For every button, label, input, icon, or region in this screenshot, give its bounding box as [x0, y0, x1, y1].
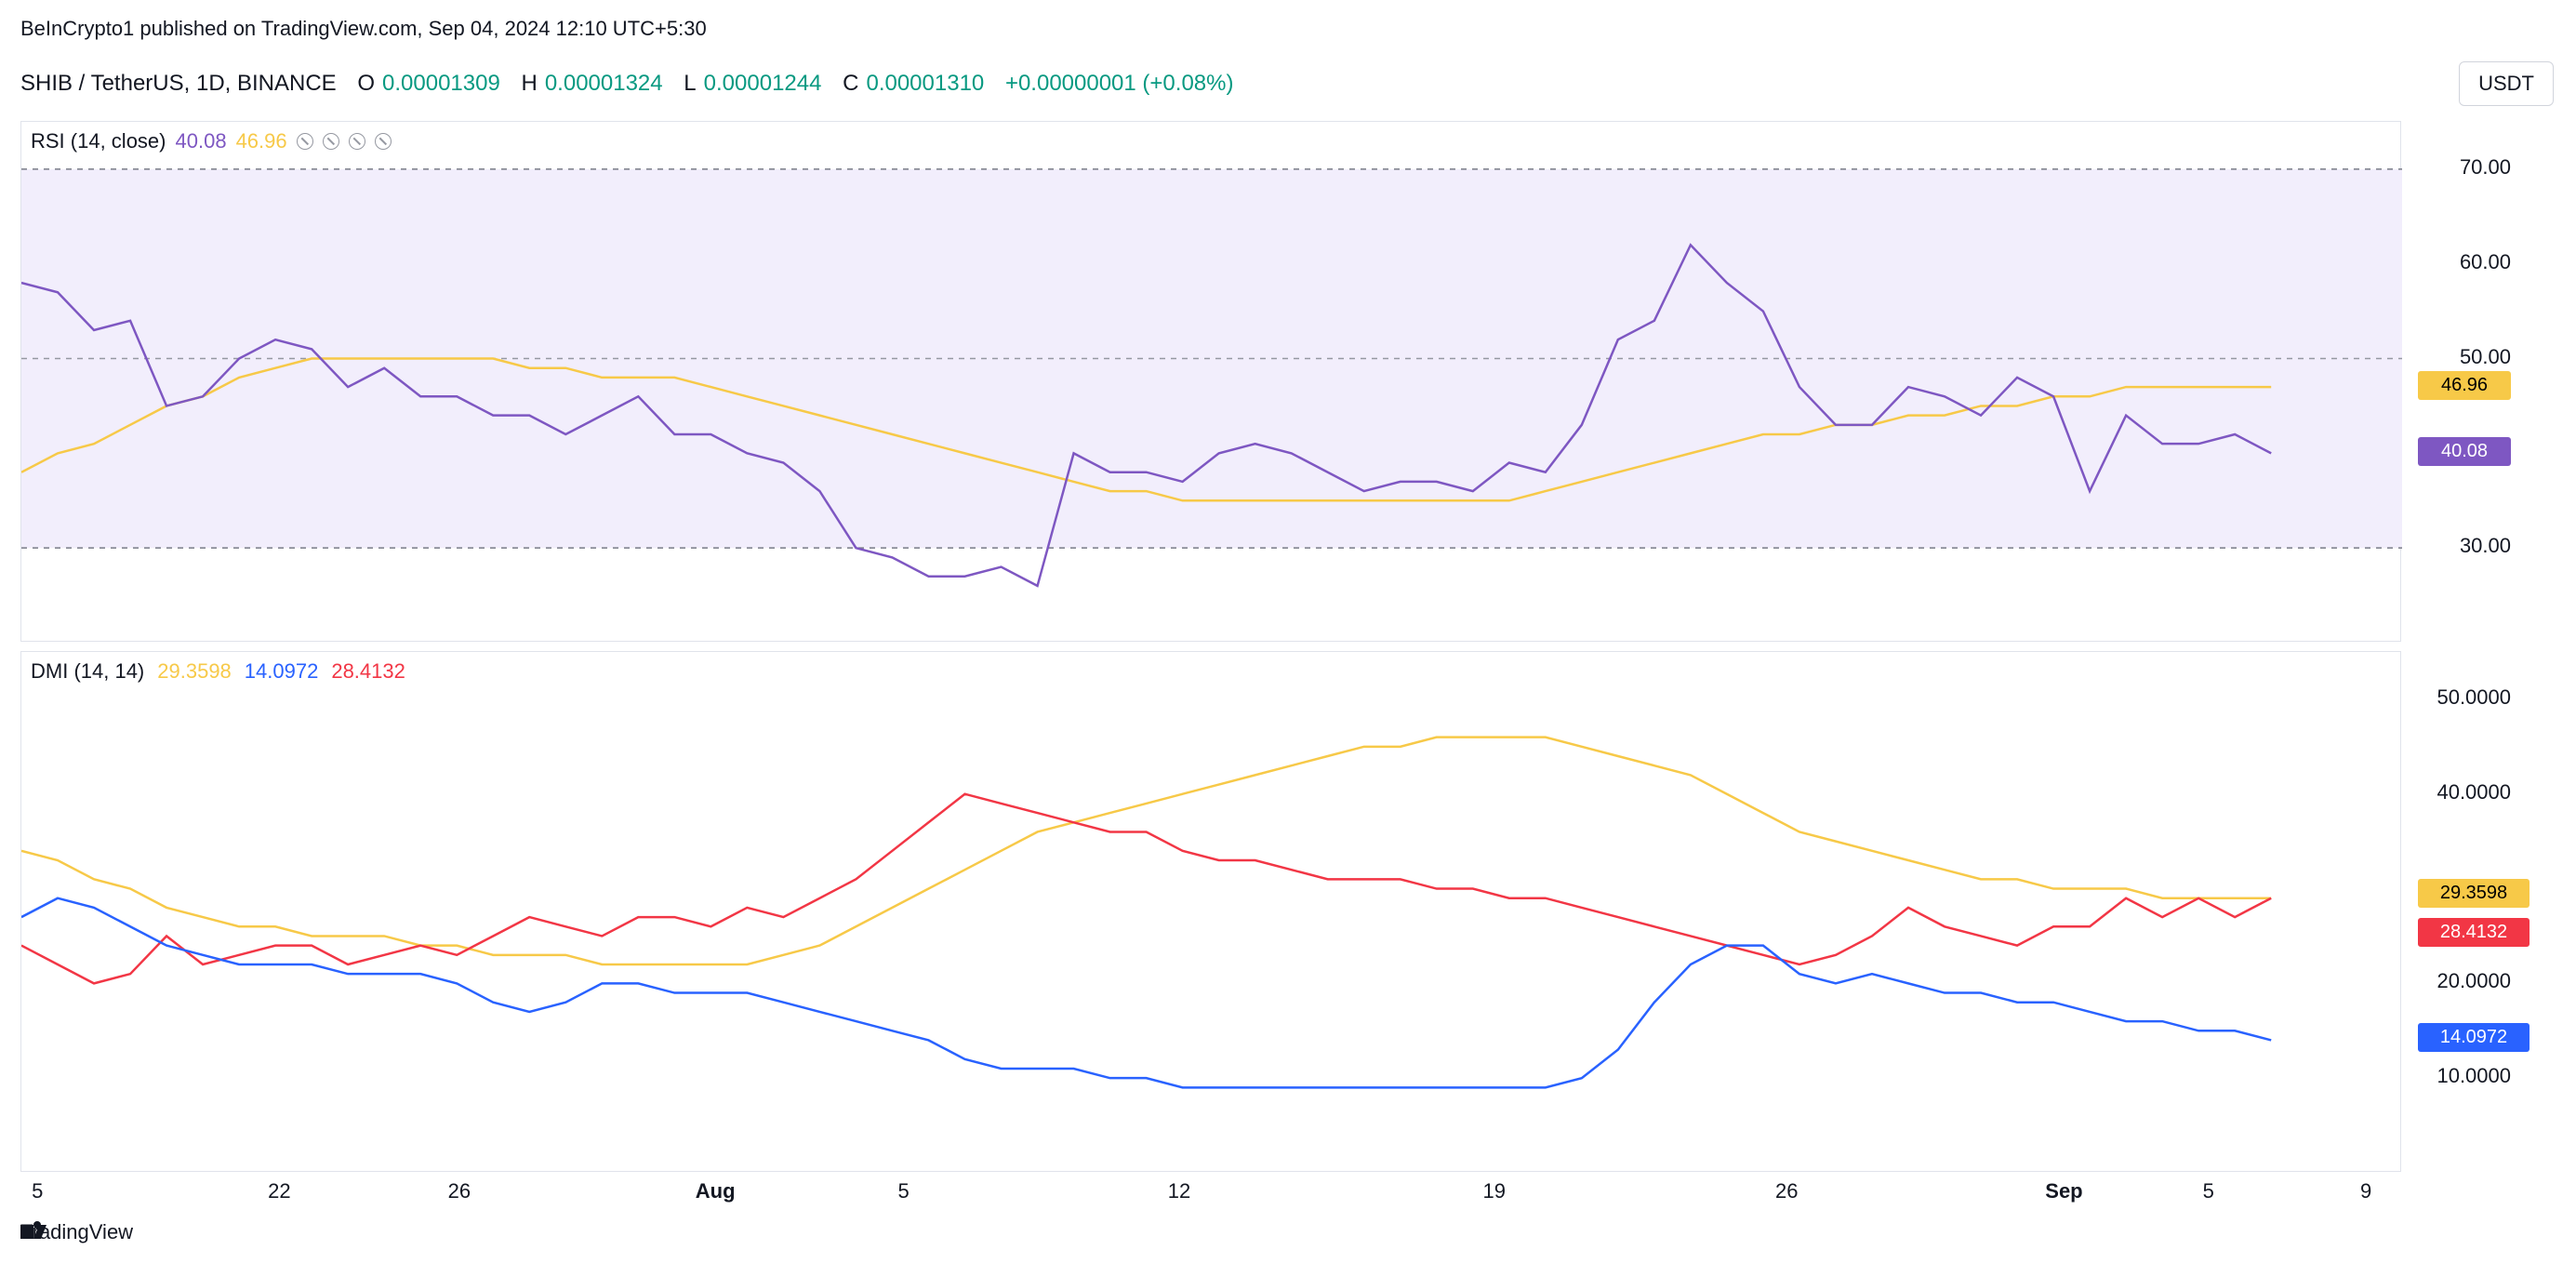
- symbol-ohlc-row: SHIB / TetherUS, 1D, BINANCE O 0.00001309…: [20, 71, 1233, 97]
- dmi-red-value: 28.4132: [331, 659, 405, 684]
- open-label: O: [357, 71, 375, 97]
- dmi-red-tag: 28.4132: [2418, 918, 2530, 947]
- settings-icon[interactable]: [375, 133, 392, 150]
- dmi-ytick: 40.0000: [2418, 780, 2511, 804]
- settings-icon[interactable]: [349, 133, 365, 150]
- x-tick: 12: [1168, 1179, 1190, 1203]
- settings-icon[interactable]: [323, 133, 339, 150]
- high-label: H: [521, 71, 537, 97]
- tv-icon: [20, 1220, 46, 1239]
- x-tick: Sep: [2045, 1179, 2082, 1203]
- settings-icon[interactable]: [297, 133, 313, 150]
- tradingview-logo: TradingView: [20, 1220, 133, 1244]
- change-value: +0.00000001 (+0.08%): [1005, 71, 1234, 97]
- dmi-blue-value: 14.0972: [245, 659, 319, 684]
- rsi-legend: RSI (14, close) 40.08 46.96: [31, 129, 392, 153]
- dmi-plot: [21, 652, 2402, 1173]
- dmi-blue-tag: 14.0972: [2418, 1023, 2530, 1052]
- rsi-yellow-tag: 46.96: [2418, 371, 2511, 400]
- dmi-ytick: 20.0000: [2418, 969, 2511, 993]
- dmi-legend: DMI (14, 14) 29.3598 14.0972 28.4132: [31, 659, 405, 684]
- rsi-chart: RSI (14, close) 40.08 46.96: [20, 121, 2401, 642]
- low-label: L: [684, 71, 696, 97]
- rsi-title: RSI (14, close): [31, 129, 166, 153]
- rsi-ytick: 50.00: [2418, 345, 2511, 369]
- x-tick: 5: [2203, 1179, 2214, 1203]
- symbol-pair: SHIB / TetherUS, 1D, BINANCE: [20, 71, 337, 97]
- dmi-ytick: 10.0000: [2418, 1064, 2511, 1088]
- x-axis: 5 22 26 Aug 5 12 19 26 Sep 5 9: [20, 1179, 2401, 1216]
- x-tick: 26: [1775, 1179, 1798, 1203]
- close-value: 0.00001310: [866, 71, 984, 97]
- currency-badge[interactable]: USDT: [2459, 61, 2554, 106]
- dmi-yellow-tag: 29.3598: [2418, 879, 2530, 908]
- close-label: C: [843, 71, 858, 97]
- x-tick: 26: [448, 1179, 471, 1203]
- rsi-ytick: 60.00: [2418, 250, 2511, 274]
- dmi-yellow-value: 29.3598: [157, 659, 232, 684]
- rsi-ytick: 70.00: [2418, 155, 2511, 179]
- dmi-chart: DMI (14, 14) 29.3598 14.0972 28.4132: [20, 651, 2401, 1172]
- x-tick: Aug: [696, 1179, 736, 1203]
- x-tick: 22: [268, 1179, 290, 1203]
- x-tick: 5: [897, 1179, 909, 1203]
- dmi-title: DMI (14, 14): [31, 659, 144, 684]
- rsi-plot: [21, 122, 2402, 643]
- rsi-purple-value: 40.08: [176, 129, 227, 153]
- low-value: 0.00001244: [704, 71, 822, 97]
- x-tick: 19: [1482, 1179, 1505, 1203]
- rsi-yellow-value: 46.96: [236, 129, 287, 153]
- attribution-text: BeInCrypto1 published on TradingView.com…: [20, 17, 707, 41]
- rsi-ytick: 30.00: [2418, 534, 2511, 558]
- high-value: 0.00001324: [545, 71, 663, 97]
- rsi-purple-tag: 40.08: [2418, 437, 2511, 466]
- dmi-ytick: 50.0000: [2418, 685, 2511, 710]
- x-tick: 5: [32, 1179, 43, 1203]
- open-value: 0.00001309: [382, 71, 500, 97]
- x-tick: 9: [2360, 1179, 2371, 1203]
